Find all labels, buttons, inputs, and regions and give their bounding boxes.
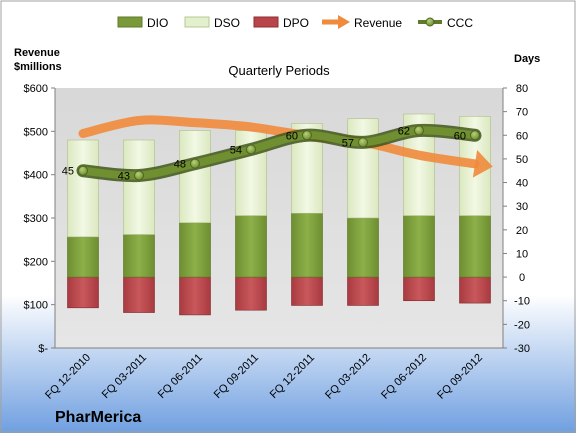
bar-dpo <box>403 276 435 302</box>
ccc-point <box>358 137 368 148</box>
legend-label-dpo: DPO <box>283 16 309 30</box>
right-axis: -30 -20 -10 0 10 20 30 40 50 60 70 80 <box>502 83 530 355</box>
bar-dpo <box>179 276 211 316</box>
left-tick-label: $100 <box>24 300 48 312</box>
bar-dio <box>235 215 267 278</box>
left-axis: $- $100 $200 $300 $400 $500 $600 <box>24 83 56 355</box>
ccc-point <box>190 158 200 169</box>
ccc-point <box>302 130 312 141</box>
right-tick-label: -30 <box>514 343 530 355</box>
left-tick-label: $200 <box>24 256 48 268</box>
bar-dpo <box>235 276 267 311</box>
chart-title: Quarterly Periods <box>228 63 330 78</box>
ccc-point <box>246 144 256 155</box>
right-tick-label: 10 <box>516 248 528 260</box>
bar-dso <box>123 139 155 235</box>
legend-label-ccc: CCC <box>447 16 473 30</box>
bar-dio <box>291 212 323 278</box>
ccc-layer: 45 43 48 54 60 57 62 60 <box>62 123 482 182</box>
left-tick-label: $400 <box>24 170 48 182</box>
right-tick-label: 70 <box>516 107 528 119</box>
ccc-data-label: 48 <box>174 159 186 171</box>
legend-swatch-revenue <box>322 15 350 29</box>
bar-dio <box>347 217 379 278</box>
ccc-data-label: 60 <box>286 130 298 142</box>
bar-dso <box>179 130 211 224</box>
legend-label-dso: DSO <box>214 16 240 30</box>
bar-dso <box>67 139 99 238</box>
bar-dio <box>459 215 491 278</box>
right-tick-label: -10 <box>514 296 530 308</box>
brand-label: PharMerica <box>55 409 141 426</box>
legend-label-revenue: Revenue <box>354 16 402 30</box>
left-tick-label: $- <box>38 343 48 355</box>
bar-dpo <box>67 276 99 309</box>
bar-dio <box>123 234 155 278</box>
ccc-data-label: 43 <box>118 170 130 182</box>
left-axis-title-line2: $millions <box>14 61 62 73</box>
left-tick-label: $600 <box>24 83 48 95</box>
bar-dso <box>347 118 379 219</box>
ccc-point <box>414 125 424 136</box>
ccc-point <box>470 130 480 141</box>
revenue-layer <box>78 115 493 178</box>
ccc-point <box>78 165 88 176</box>
bar-dpo <box>291 276 323 306</box>
left-tick-label: $500 <box>24 126 48 138</box>
ccc-data-label: 60 <box>454 130 466 142</box>
ccc-data-label: 54 <box>230 144 242 156</box>
right-axis-title: Days <box>514 53 540 65</box>
bar-dpo <box>459 276 491 304</box>
bar-dio <box>67 236 99 278</box>
bar-dio <box>403 215 435 278</box>
right-tick-label: 80 <box>516 83 528 95</box>
right-tick-label: 20 <box>516 225 528 237</box>
legend-label-dio: DIO <box>147 16 168 30</box>
bar-dpo <box>123 276 155 313</box>
bar-dio <box>179 222 211 278</box>
legend-swatch-dio <box>117 16 143 28</box>
ccc-data-label: 57 <box>342 137 354 149</box>
revenue-arrow-head <box>472 149 493 178</box>
legend-swatch-ccc <box>418 17 442 27</box>
legend: DIO DSO DPO Revenue CCC <box>117 15 473 30</box>
ccc-point <box>134 170 144 181</box>
ccc-data-label: 45 <box>62 166 74 178</box>
right-tick-label: 50 <box>516 154 528 166</box>
right-tick-label: -20 <box>514 319 530 331</box>
right-tick-label: 0 <box>519 272 525 284</box>
legend-swatch-dso <box>184 16 210 28</box>
right-tick-label: 40 <box>516 178 528 190</box>
left-tick-label: $300 <box>24 213 48 225</box>
left-axis-title-line1: Revenue <box>14 47 60 59</box>
legend-swatch-dpo <box>253 16 279 28</box>
right-tick-label: 30 <box>516 201 528 213</box>
ccc-data-label: 62 <box>398 126 410 138</box>
bar-dpo <box>347 276 379 306</box>
right-tick-label: 60 <box>516 130 528 142</box>
revenue-trend-line <box>78 115 480 169</box>
